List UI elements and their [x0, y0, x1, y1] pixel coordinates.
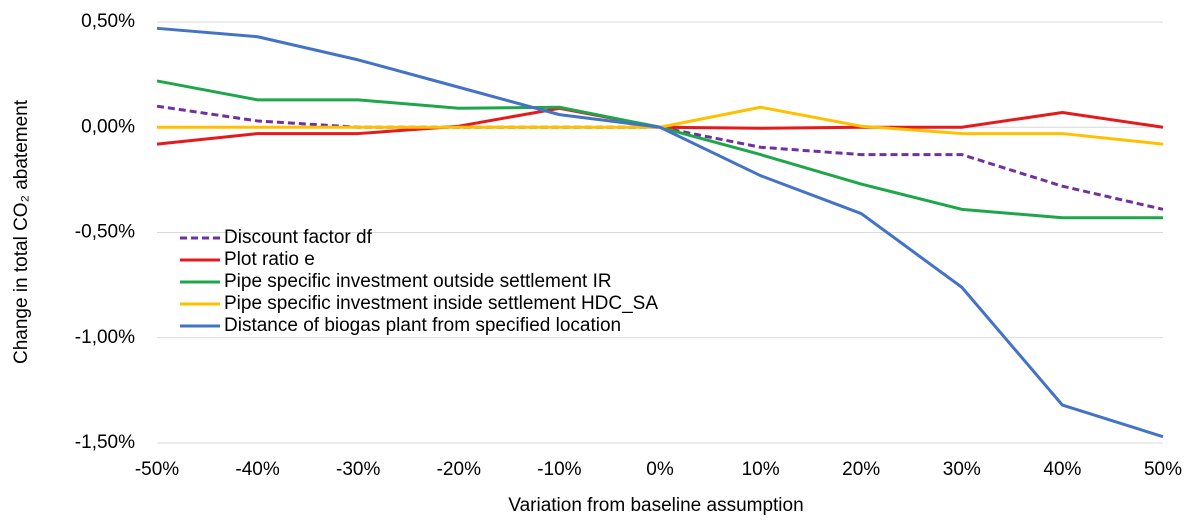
legend-label: Discount factor df: [224, 227, 373, 248]
series-line: [156, 26, 1164, 439]
y-tick-label: -0,50%: [75, 222, 135, 243]
x-axis-title: Variation from baseline assumption: [508, 495, 803, 516]
legend-label: Pipe specific investment outside settlem…: [224, 271, 612, 292]
x-tick-label: 30%: [943, 459, 981, 480]
x-tick-label: -50%: [135, 459, 179, 480]
x-tick-label: 10%: [742, 459, 780, 480]
y-tick-label: 0,00%: [81, 116, 135, 137]
legend-label: Pipe specific investment inside settleme…: [224, 293, 658, 314]
y-axis-title: Change in total CO₂ abatement: [11, 99, 32, 364]
y-tick-label: -1,00%: [75, 327, 135, 348]
x-tick-label: 0%: [646, 459, 674, 480]
legend-label: Distance of biogas plant from specified …: [224, 315, 621, 336]
series-line: [156, 104, 1164, 211]
series-line: [156, 79, 1163, 220]
x-tick-label: -20%: [437, 459, 481, 480]
x-tick-label: 20%: [842, 459, 880, 480]
x-tick-label: 40%: [1043, 459, 1081, 480]
x-tick-label: -30%: [336, 459, 380, 480]
y-tick-label: 0,50%: [81, 11, 135, 32]
series-line: [157, 105, 1164, 146]
x-tick-label: -10%: [537, 459, 581, 480]
y-tick-label: -1,50%: [75, 432, 135, 453]
x-tick-label: 50%: [1144, 459, 1182, 480]
x-tick-label: -40%: [235, 459, 279, 480]
legend-label: Plot ratio e: [224, 249, 315, 270]
